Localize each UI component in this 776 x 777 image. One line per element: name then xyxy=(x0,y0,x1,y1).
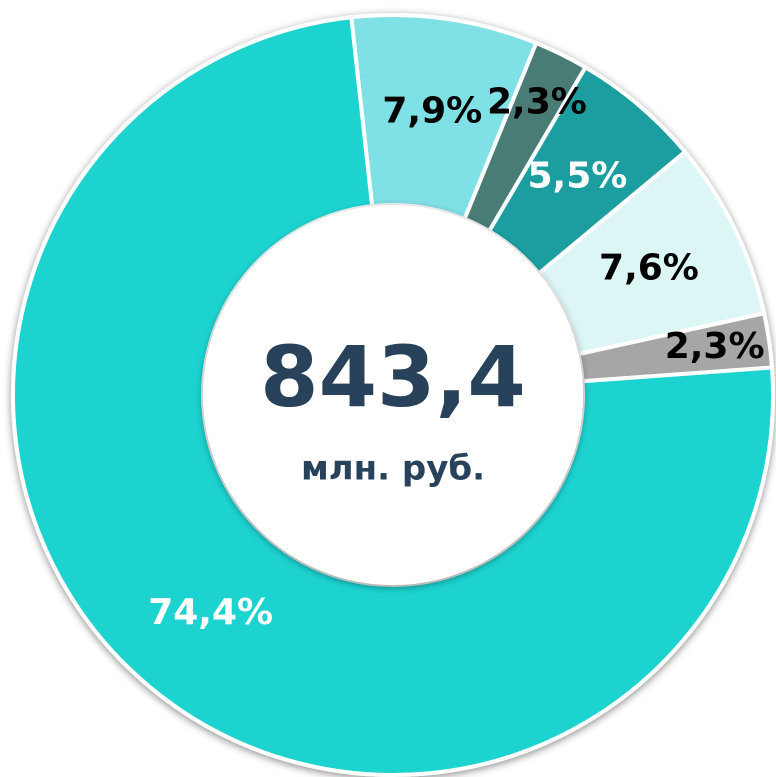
data-label: 5,5% xyxy=(527,156,627,197)
data-label: 2,3% xyxy=(665,326,765,367)
data-label: 2,3% xyxy=(487,82,587,123)
center-value: 843,4 xyxy=(260,328,526,426)
data-label: 7,6% xyxy=(599,248,699,289)
data-label: 7,9% xyxy=(382,91,482,132)
data-label: 74,4% xyxy=(148,592,273,633)
center-unit: млн. руб. xyxy=(301,449,485,489)
donut-hole xyxy=(203,205,583,585)
